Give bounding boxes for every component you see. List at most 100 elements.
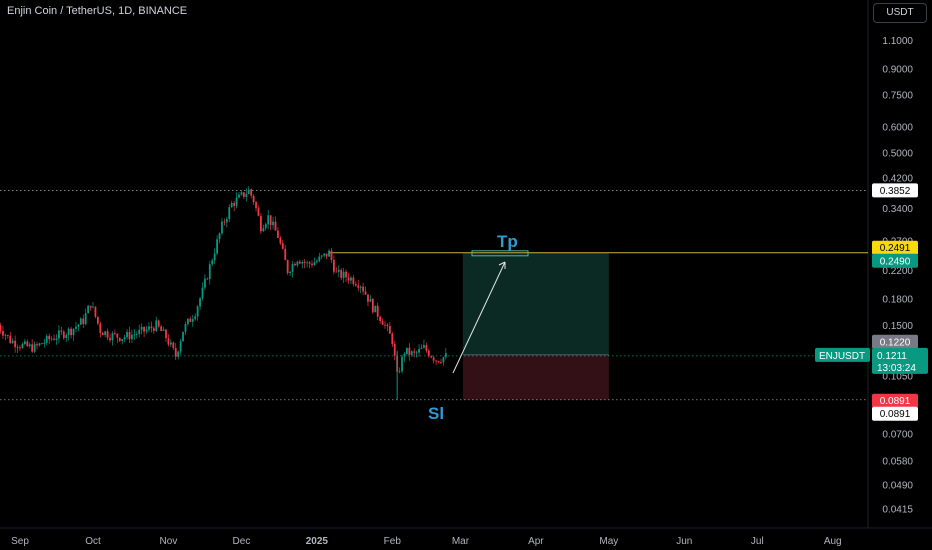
candle-body [315,261,318,263]
candle-body [75,326,77,329]
candle-body [330,250,333,260]
trend-arrow [452,261,506,374]
candle-body [0,325,2,331]
candle-body [145,329,148,332]
candle-body [33,344,36,352]
price-tag-target-green-bg [872,253,918,268]
candle-body [333,259,335,272]
price-tag-target-yellow-bg [872,240,918,255]
candle-body [238,194,240,198]
candle-body [109,337,111,341]
candle-body [2,330,4,336]
candle-body [72,328,75,336]
candle-body [408,347,411,355]
candle-body [48,335,51,340]
x-tick-label: Jun [676,536,692,547]
candle-body [194,316,197,320]
candle-body [230,203,233,208]
candle-body [371,299,374,313]
candle-body [430,356,433,358]
candle-body [79,318,82,325]
symbol-tag: ENJUSDT [819,351,865,362]
tp-annotation: Tp [497,232,518,251]
candle-body [415,352,418,354]
candle-body [41,343,43,345]
price-tag-target-green: 0.2490 [880,256,911,267]
price-tag-stop-red-bg [872,393,918,408]
candle-body [140,326,143,330]
candle-body [340,269,343,278]
candle-body [206,278,209,280]
candle-body [325,253,328,257]
price-tag-entry: 0.1220 [880,337,911,348]
x-tick-label: Feb [384,536,402,547]
candle-body [398,371,401,373]
candle-body [167,338,170,345]
candle-body [221,221,223,234]
symbol-tag-bg [815,347,870,362]
candle-body [376,305,379,317]
candle-body [31,344,34,352]
candle-body [4,335,7,336]
candle-body [65,334,68,338]
candle-body [267,215,270,225]
candle-body [62,331,65,338]
candle-body [435,360,437,362]
candle-body [337,269,340,272]
candle-body [335,271,338,273]
candle-body [269,215,272,226]
candle-body [381,321,384,325]
candle-body [427,350,430,357]
candle-body [111,333,114,341]
candle-body [296,261,299,266]
candle-body [437,361,440,363]
candle-body [87,305,90,314]
candle-body [213,253,216,261]
candle-body [420,347,423,349]
candle-body [350,277,352,281]
candle-body [277,230,279,238]
candle-body [179,341,182,352]
candle-body [323,253,326,256]
x-tick-label: Apr [528,536,544,547]
candle-body [131,334,133,340]
candle-body [386,324,389,327]
candle-body [28,344,31,347]
candle-body [9,335,12,343]
candle-body [184,324,187,332]
candle-body [367,294,369,302]
stop-zone [462,354,609,400]
candle-body [189,318,192,322]
price-tag-high: 0.3852 [880,186,911,197]
candle-body [172,342,175,349]
candle-body [106,331,109,338]
candle-body [143,326,145,332]
trend-arrow-head [498,261,506,269]
y-tick-label: 0.1800 [882,295,913,306]
currency-selector[interactable]: USDT [873,3,927,23]
candle-body [413,351,416,353]
x-tick-label: Mar [452,536,470,547]
y-tick-label: 1.1000 [882,36,913,47]
candle-body [218,233,221,240]
candle-body [196,306,199,317]
candle-body [155,320,158,332]
candle-body [342,271,345,278]
candle-body [116,333,119,338]
candle-body [442,357,445,363]
candle-body [388,326,391,334]
x-tick-label: Oct [85,536,101,547]
candle-body [262,228,265,232]
candle-body [133,334,136,336]
y-tick-label: 0.9000 [882,65,913,76]
candle-body [99,323,102,333]
candle-body [352,277,355,285]
candle-body [401,356,403,372]
target-zone [462,252,609,355]
candle-body [281,243,284,249]
candle-body [260,215,262,232]
x-tick-label: Nov [160,536,178,547]
candle-body [311,263,313,266]
candle-body [128,331,131,340]
